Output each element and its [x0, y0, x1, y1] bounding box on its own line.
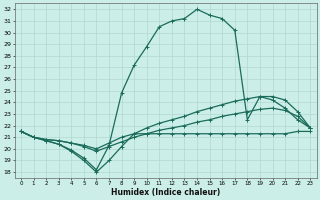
X-axis label: Humidex (Indice chaleur): Humidex (Indice chaleur): [111, 188, 220, 197]
